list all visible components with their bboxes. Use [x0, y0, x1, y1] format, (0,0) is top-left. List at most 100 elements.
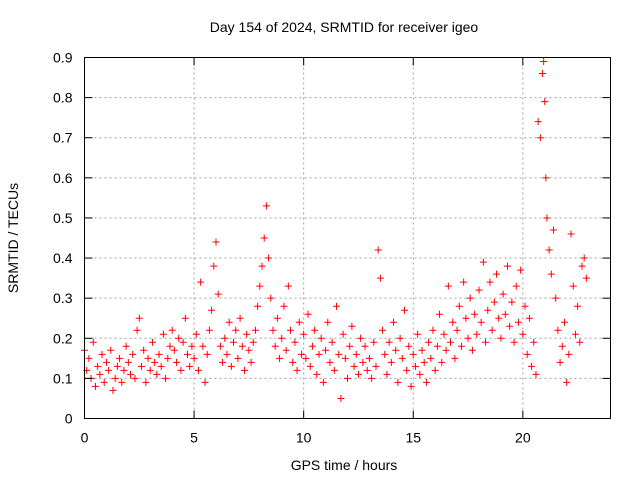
data-point [247, 358, 255, 366]
data-point [539, 70, 547, 78]
data-point [471, 310, 479, 318]
data-point [140, 346, 148, 354]
data-point [333, 302, 341, 310]
data-point [135, 314, 143, 322]
data-point [260, 234, 268, 242]
data-point [153, 370, 161, 378]
data-point [521, 302, 529, 310]
data-point [304, 310, 312, 318]
data-point [129, 350, 137, 358]
y-tick-label: 0.4 [53, 250, 73, 266]
data-point [547, 270, 555, 278]
data-point [363, 366, 371, 374]
data-point [499, 290, 507, 298]
data-point [289, 358, 297, 366]
data-point [479, 258, 487, 266]
data-point [91, 382, 99, 390]
data-point [352, 350, 360, 358]
data-point [341, 354, 349, 362]
data-point [302, 354, 310, 362]
data-point [354, 370, 362, 378]
tick-labels: 0 0.1 0.2 0.3 0.4 0.5 0.6 0.7 0.8 0.9 0 5 10 15 20 [53, 50, 531, 446]
data-point [357, 334, 365, 342]
data-point [418, 346, 426, 354]
data-point [574, 302, 582, 310]
data-point [554, 326, 562, 334]
data-point [387, 358, 395, 366]
data-point [541, 98, 549, 106]
data-point [457, 342, 465, 350]
data-point [216, 342, 224, 350]
data-point [230, 338, 238, 346]
data-point [118, 378, 126, 386]
data-point [501, 310, 509, 318]
data-point [429, 326, 437, 334]
data-point [256, 282, 264, 290]
data-point [142, 378, 150, 386]
y-tick-label: 0.9 [53, 50, 73, 66]
data-point [508, 298, 516, 306]
data-point [184, 350, 192, 358]
data-point [221, 334, 229, 342]
data-point [291, 338, 299, 346]
data-point [280, 302, 288, 310]
data-point [120, 366, 128, 374]
data-point [486, 278, 494, 286]
data-point [348, 322, 356, 330]
data-point [552, 294, 560, 302]
data-point [455, 302, 463, 310]
data-point [477, 318, 485, 326]
data-point [576, 338, 584, 346]
data-point [571, 330, 579, 338]
data-point [271, 342, 279, 350]
data-point [493, 270, 501, 278]
data-point [563, 378, 571, 386]
data-point [530, 338, 538, 346]
data-point [567, 230, 575, 238]
data-point [155, 350, 163, 358]
data-point [525, 314, 533, 322]
data-point [490, 298, 498, 306]
data-point [311, 326, 319, 334]
data-point [514, 318, 522, 326]
data-point [422, 378, 430, 386]
axis-ticks [84, 57, 611, 419]
data-point [582, 274, 590, 282]
data-point [319, 378, 327, 386]
x-tick-label: 10 [296, 430, 312, 446]
data-point [409, 350, 417, 358]
data-point [473, 330, 481, 338]
data-point [181, 314, 189, 322]
data-point [383, 370, 391, 378]
data-point [98, 350, 106, 358]
data-point [166, 342, 174, 350]
data-point [543, 214, 551, 222]
data-point [157, 362, 165, 370]
data-point [350, 362, 358, 370]
data-point [317, 334, 325, 342]
y-tick-label: 0.8 [53, 90, 73, 106]
data-point [440, 330, 448, 338]
x-tick-label: 5 [190, 430, 198, 446]
data-point [133, 326, 141, 334]
data-point [416, 370, 424, 378]
data-point [322, 346, 330, 354]
data-point [243, 330, 251, 338]
data-point [330, 366, 338, 374]
data-point [249, 338, 257, 346]
data-point [398, 354, 406, 362]
data-point [137, 362, 145, 370]
y-tick-label: 0 [65, 411, 73, 427]
data-point [444, 282, 452, 290]
data-point [177, 366, 185, 374]
data-point [85, 354, 93, 362]
data-point [337, 394, 345, 402]
data-point [258, 262, 266, 270]
data-point [400, 306, 408, 314]
data-point [394, 378, 402, 386]
data-point [427, 354, 435, 362]
x-tick-label: 20 [515, 430, 531, 446]
data-point [442, 346, 450, 354]
data-point [462, 314, 470, 322]
data-point [376, 274, 384, 282]
